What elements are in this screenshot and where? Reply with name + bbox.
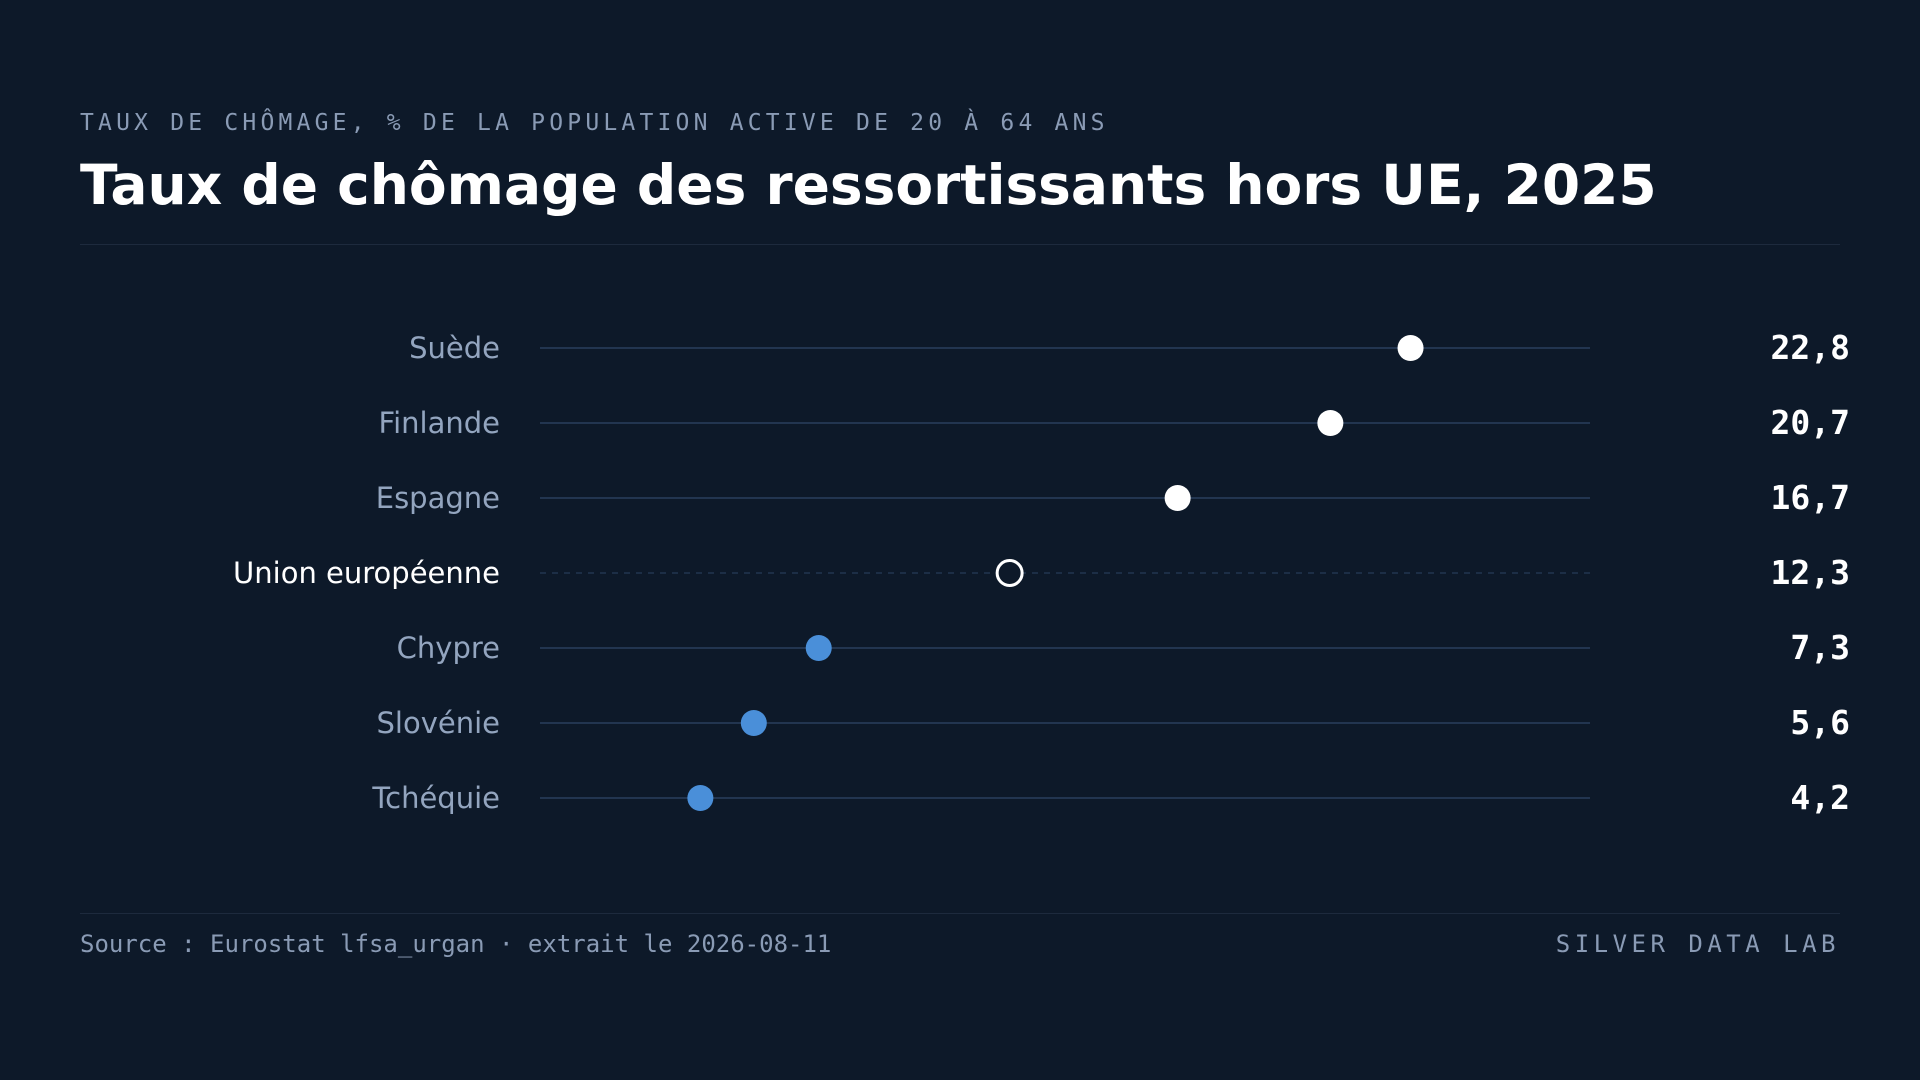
category-label: Suède (409, 331, 500, 365)
value-label: 7,3 (1790, 628, 1850, 667)
data-dot (805, 635, 832, 661)
value-label: 5,6 (1790, 703, 1850, 742)
category-label: Finlande (379, 406, 500, 440)
reference-dot (995, 559, 1024, 587)
brand-label: SILVER DATA LAB (1555, 930, 1840, 958)
chart-eyebrow: TAUX DE CHÔMAGE, % DE LA POPULATION ACTI… (80, 110, 1109, 136)
value-label: 12,3 (1771, 553, 1850, 592)
category-label: Union européenne (233, 556, 500, 590)
value-label: 16,7 (1771, 478, 1850, 517)
data-dot (1164, 485, 1191, 511)
category-label: Tchéquie (371, 781, 500, 815)
data-dot (687, 785, 714, 811)
category-label: Slovénie (377, 706, 501, 740)
value-label: 20,7 (1771, 403, 1850, 442)
value-label: 22,8 (1771, 328, 1850, 367)
category-label: Espagne (376, 481, 500, 515)
chart-title: Taux de chômage des ressortissants hors … (80, 153, 1657, 217)
header-divider (80, 244, 1840, 245)
value-label: 4,2 (1790, 778, 1850, 817)
footer-divider (80, 913, 1840, 914)
data-dot (1317, 410, 1344, 436)
data-dot (1397, 335, 1424, 361)
data-dot (740, 710, 767, 736)
category-label: Chypre (397, 631, 500, 665)
source-note: Source : Eurostat lfsa_urgan · extrait l… (80, 930, 832, 958)
